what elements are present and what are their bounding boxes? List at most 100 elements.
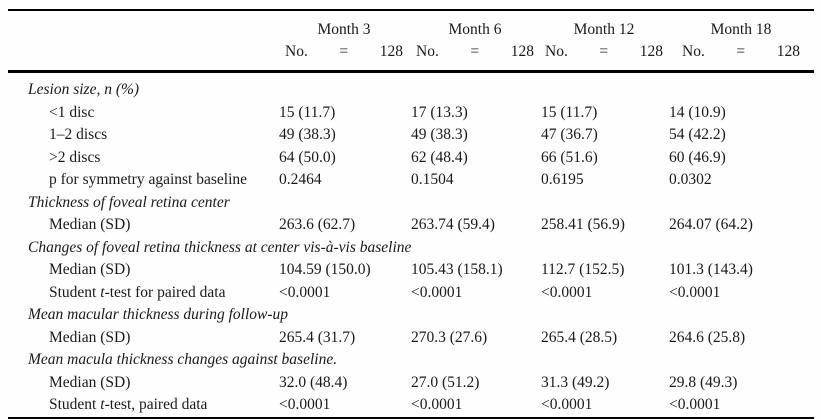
value-cell: 49 (38.3) bbox=[279, 126, 336, 144]
value-cell: 270.3 (27.6) bbox=[411, 328, 488, 346]
value-cell: 32.0 (48.4) bbox=[279, 373, 348, 391]
value-cell: 64 (50.0) bbox=[279, 148, 336, 166]
section-header-label: Mean macula thickness changes against ba… bbox=[28, 351, 338, 369]
row-label-segment: -test, paired data bbox=[104, 396, 208, 414]
table-row: Student t-test for paired data <0.0001 <0.… bbox=[8, 282, 814, 305]
column-header-month-12: Month 12 bbox=[573, 21, 635, 38]
table-header: Month 3 Month 6 Month 12 Month 18 No. = … bbox=[8, 10, 814, 73]
equals-sign: = bbox=[470, 43, 480, 60]
sample-size-month-3: No. = 128 bbox=[278, 41, 410, 73]
section-header-label: Changes of foveal retina thickness at ce… bbox=[28, 238, 412, 256]
value-cell: 15 (11.7) bbox=[279, 103, 336, 121]
row-label: Median (SD) bbox=[8, 372, 278, 395]
no-label: No. bbox=[285, 43, 308, 60]
equals-sign: = bbox=[339, 43, 349, 60]
sample-count: 128 bbox=[776, 43, 800, 60]
value-cell: 263.6 (62.7) bbox=[279, 216, 356, 234]
row-label-italic-segment: t bbox=[100, 283, 105, 301]
value-cell: 0.6195 bbox=[541, 171, 584, 189]
row-label: Student t-test, paired data bbox=[8, 394, 278, 418]
row-label-segment: -test for paired data bbox=[104, 283, 226, 301]
value-cell: <0.0001 bbox=[279, 283, 331, 301]
section-header-label: Thickness of foveal retina center bbox=[28, 193, 230, 211]
value-cell: 27.0 (51.2) bbox=[411, 373, 480, 391]
value-cell: <0.0001 bbox=[279, 396, 331, 414]
value-cell: 62 (48.4) bbox=[411, 148, 468, 166]
value-cell: 66 (51.6) bbox=[541, 148, 598, 166]
value-cell: 105.43 (158.1) bbox=[411, 261, 503, 279]
section-header-row: Thickness of foveal retina center bbox=[8, 192, 814, 215]
row-label-segment: Median (SD) bbox=[49, 216, 131, 234]
value-cell: 31.3 (49.2) bbox=[541, 373, 610, 391]
results-table: Month 3 Month 6 Month 12 Month 18 No. = … bbox=[8, 9, 814, 419]
value-cell: 49 (38.3) bbox=[411, 126, 468, 144]
value-cell: 264.6 (25.8) bbox=[669, 328, 746, 346]
table-row: Median (SD) 263.6 (62.7) 263.74 (59.4) 258.… bbox=[8, 214, 814, 237]
section-header-label: Lesion size, n (%) bbox=[28, 81, 140, 99]
value-cell: <0.0001 bbox=[411, 396, 463, 414]
section-header-row: Lesion size, n (%) bbox=[8, 72, 814, 102]
value-cell: <0.0001 bbox=[669, 283, 721, 301]
empty-header-cell bbox=[8, 10, 278, 41]
month-header-row: Month 3 Month 6 Month 12 Month 18 bbox=[8, 10, 814, 41]
column-header-month-18: Month 18 bbox=[710, 21, 772, 38]
sample-count: 128 bbox=[639, 43, 663, 60]
value-cell: 265.4 (31.7) bbox=[279, 328, 356, 346]
row-label: p for symmetry against baseline bbox=[8, 169, 278, 192]
results-table-container: Month 3 Month 6 Month 12 Month 18 No. = … bbox=[8, 9, 814, 419]
section-header-row: Mean macular thickness during follow-up bbox=[8, 304, 814, 327]
value-cell: 14 (10.9) bbox=[669, 103, 726, 121]
table-row: Median (SD) 32.0 (48.4) 27.0 (51.2) 31.3 (4… bbox=[8, 372, 814, 395]
value-cell: 54 (42.2) bbox=[669, 126, 726, 144]
value-cell: 101.3 (143.4) bbox=[669, 261, 753, 279]
table-row: <1 disc 15 (11.7) 17 (13.3) 15 (11.7) 14 (10… bbox=[8, 102, 814, 125]
row-label: 1–2 discs bbox=[8, 124, 278, 147]
row-label-segment: Median (SD) bbox=[49, 373, 131, 391]
equals-sign: = bbox=[599, 43, 609, 60]
no-label: No. bbox=[682, 43, 705, 60]
row-label-segment: p for symmetry against baseline bbox=[49, 171, 248, 189]
table-row: 1–2 discs 49 (38.3) 49 (38.3) 47 (36.7) 54 (… bbox=[8, 124, 814, 147]
value-cell: 263.74 (59.4) bbox=[411, 216, 495, 234]
value-cell: 104.59 (150.0) bbox=[279, 261, 371, 279]
value-cell: <0.0001 bbox=[541, 396, 593, 414]
value-cell: 60 (46.9) bbox=[669, 148, 726, 166]
table-body: Lesion size, n (%) <1 disc 15 (11.7) 17 (13… bbox=[8, 72, 814, 418]
section-header-row: Changes of foveal retina thickness at ce… bbox=[8, 237, 814, 260]
row-label: Median (SD) bbox=[8, 214, 278, 237]
equals-sign: = bbox=[736, 43, 746, 60]
value-cell: 0.1504 bbox=[411, 171, 454, 189]
sample-size-month-6: No. = 128 bbox=[410, 41, 540, 73]
row-label: <1 disc bbox=[8, 102, 278, 125]
value-cell: <0.0001 bbox=[669, 396, 721, 414]
table-row: >2 discs 64 (50.0) 62 (48.4) 66 (51.6) 60 (4… bbox=[8, 147, 814, 170]
value-cell: 47 (36.7) bbox=[541, 126, 598, 144]
row-label-italic-segment: t bbox=[100, 396, 105, 414]
table-row: Student t-test, paired data <0.0001 <0.000… bbox=[8, 394, 814, 418]
value-cell: 264.07 (64.2) bbox=[669, 216, 753, 234]
value-cell: 17 (13.3) bbox=[411, 103, 468, 121]
row-label-segment: Median (SD) bbox=[49, 261, 131, 279]
value-cell: 29.8 (49.3) bbox=[669, 373, 738, 391]
row-label: Median (SD) bbox=[8, 259, 278, 282]
value-cell: <0.0001 bbox=[411, 283, 463, 301]
table-row: p for symmetry against baseline 0.2464 0.1… bbox=[8, 169, 814, 192]
value-cell: 112.7 (152.5) bbox=[541, 261, 625, 279]
row-label: Median (SD) bbox=[8, 327, 278, 350]
section-header-label: Mean macular thickness during follow-up bbox=[28, 306, 289, 324]
value-cell: 0.2464 bbox=[279, 171, 322, 189]
value-cell: 258.41 (56.9) bbox=[541, 216, 625, 234]
sample-size-month-12: No. = 128 bbox=[540, 41, 668, 73]
table-row: Median (SD) 265.4 (31.7) 270.3 (27.6) 265.4… bbox=[8, 327, 814, 350]
value-cell: 265.4 (28.5) bbox=[541, 328, 618, 346]
row-label-segment: 1–2 discs bbox=[49, 126, 108, 144]
row-label: >2 discs bbox=[8, 147, 278, 170]
sample-count: 128 bbox=[510, 43, 534, 60]
sample-count: 128 bbox=[379, 43, 403, 60]
table-row: Median (SD) 104.59 (150.0) 105.43 (158.1) 1… bbox=[8, 259, 814, 282]
no-label: No. bbox=[545, 43, 568, 60]
row-label: Student t-test for paired data bbox=[8, 282, 278, 305]
row-label-segment: >2 discs bbox=[49, 148, 101, 166]
value-cell: <0.0001 bbox=[541, 283, 593, 301]
